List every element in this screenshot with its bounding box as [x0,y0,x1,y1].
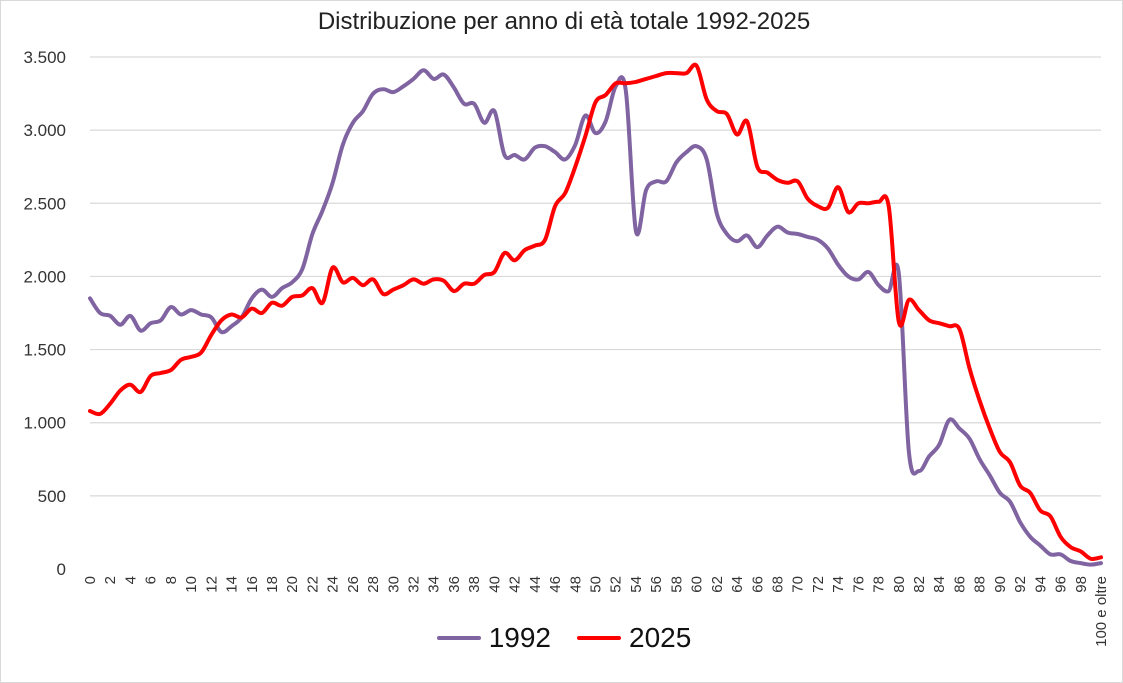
x-tick-label: 86 [951,576,968,593]
x-tick-label: 24 [325,576,342,593]
x-tick-label: 8 [163,576,180,584]
x-tick-label: 30 [385,576,402,593]
y-tick-label: 2.000 [23,267,66,286]
x-tick-label: 10 [183,576,200,593]
x-tick-label: 92 [1012,576,1029,593]
x-tick-label: 50 [588,576,605,593]
x-tick-label: 20 [284,576,301,593]
y-tick-label: 0 [57,560,66,579]
x-tick-label: 36 [446,576,463,593]
x-tick-label: 26 [345,576,362,593]
x-tick-label: 0 [82,576,99,584]
x-axis-tick-labels: 0 2 4 6 8 10 12 14 16 18 20 22 24 26 28 30 32 34 36 38 40 42 4… [82,576,1110,647]
x-tick-label: 14 [224,576,241,593]
legend: 1992 2025 [0,622,1123,654]
series-lines [88,62,1103,567]
x-tick-label: 94 [1032,576,1049,593]
legend-swatch-1992 [436,636,481,640]
x-tick-label: 42 [507,576,524,593]
x-tick-label: 76 [850,576,867,593]
x-tick-label: 12 [203,576,220,593]
x-tick-label: 18 [264,576,281,593]
x-tick-label: 98 [1073,576,1090,593]
x-tick-label: 68 [769,576,786,593]
x-tick-label: 58 [668,576,685,593]
x-tick-label: 4 [122,576,139,584]
x-tick-label: 52 [608,576,625,593]
x-tick-label: 34 [426,576,443,593]
chart-title: Distribuzione per anno di età totale 199… [317,8,811,35]
series-line-2025 [88,62,1103,562]
x-tick-label: 46 [547,576,564,593]
series-line-1992 [88,68,1103,567]
y-tick-label: 3.500 [23,48,66,67]
x-tick-label: 32 [406,576,423,593]
y-tick-label: 3.000 [23,121,66,140]
x-tick-label: 64 [729,576,746,593]
x-tick-label: 80 [891,576,908,593]
x-tick-label: 38 [466,576,483,593]
x-tick-label: 40 [486,576,503,593]
x-tick-label: 90 [992,576,1009,593]
x-tick-label: 84 [931,576,948,593]
y-axis-tick-labels: 0 500 1.000 1.500 2.000 2.500 3.000 3.500 [23,48,66,579]
x-tick-label: 100 e oltre [1093,576,1110,647]
y-tick-label: 500 [38,487,66,506]
legend-swatch-2025 [577,636,621,640]
x-tick-label: 78 [871,576,888,593]
y-tick-label: 1.500 [23,341,66,360]
x-tick-label: 22 [304,576,321,593]
x-tick-label: 16 [244,576,261,593]
x-tick-label: 6 [143,576,160,584]
x-tick-label: 56 [648,576,665,593]
x-tick-label: 60 [689,576,706,593]
x-tick-label: 54 [628,576,645,593]
x-tick-label: 44 [527,576,544,593]
legend-label-2025: 2025 [629,622,692,653]
x-tick-label: 48 [567,576,584,593]
x-tick-label: 66 [749,576,766,593]
x-tick-label: 2 [102,576,119,584]
y-tick-label: 2.500 [23,194,66,213]
x-tick-label: 62 [709,576,726,593]
x-tick-label: 28 [365,576,382,593]
legend-item-2025: 2025 [577,622,691,654]
x-tick-label: 74 [830,576,847,593]
x-tick-label: 82 [911,576,928,593]
x-tick-label: 72 [810,576,827,593]
x-tick-label: 88 [972,576,989,593]
x-tick-label: 70 [790,576,807,593]
gridlines [90,56,1101,497]
legend-item-1992: 1992 [436,622,551,654]
legend-label-1992: 1992 [488,622,551,653]
y-tick-label: 1.000 [23,414,66,433]
x-tick-label: 96 [1053,576,1070,593]
